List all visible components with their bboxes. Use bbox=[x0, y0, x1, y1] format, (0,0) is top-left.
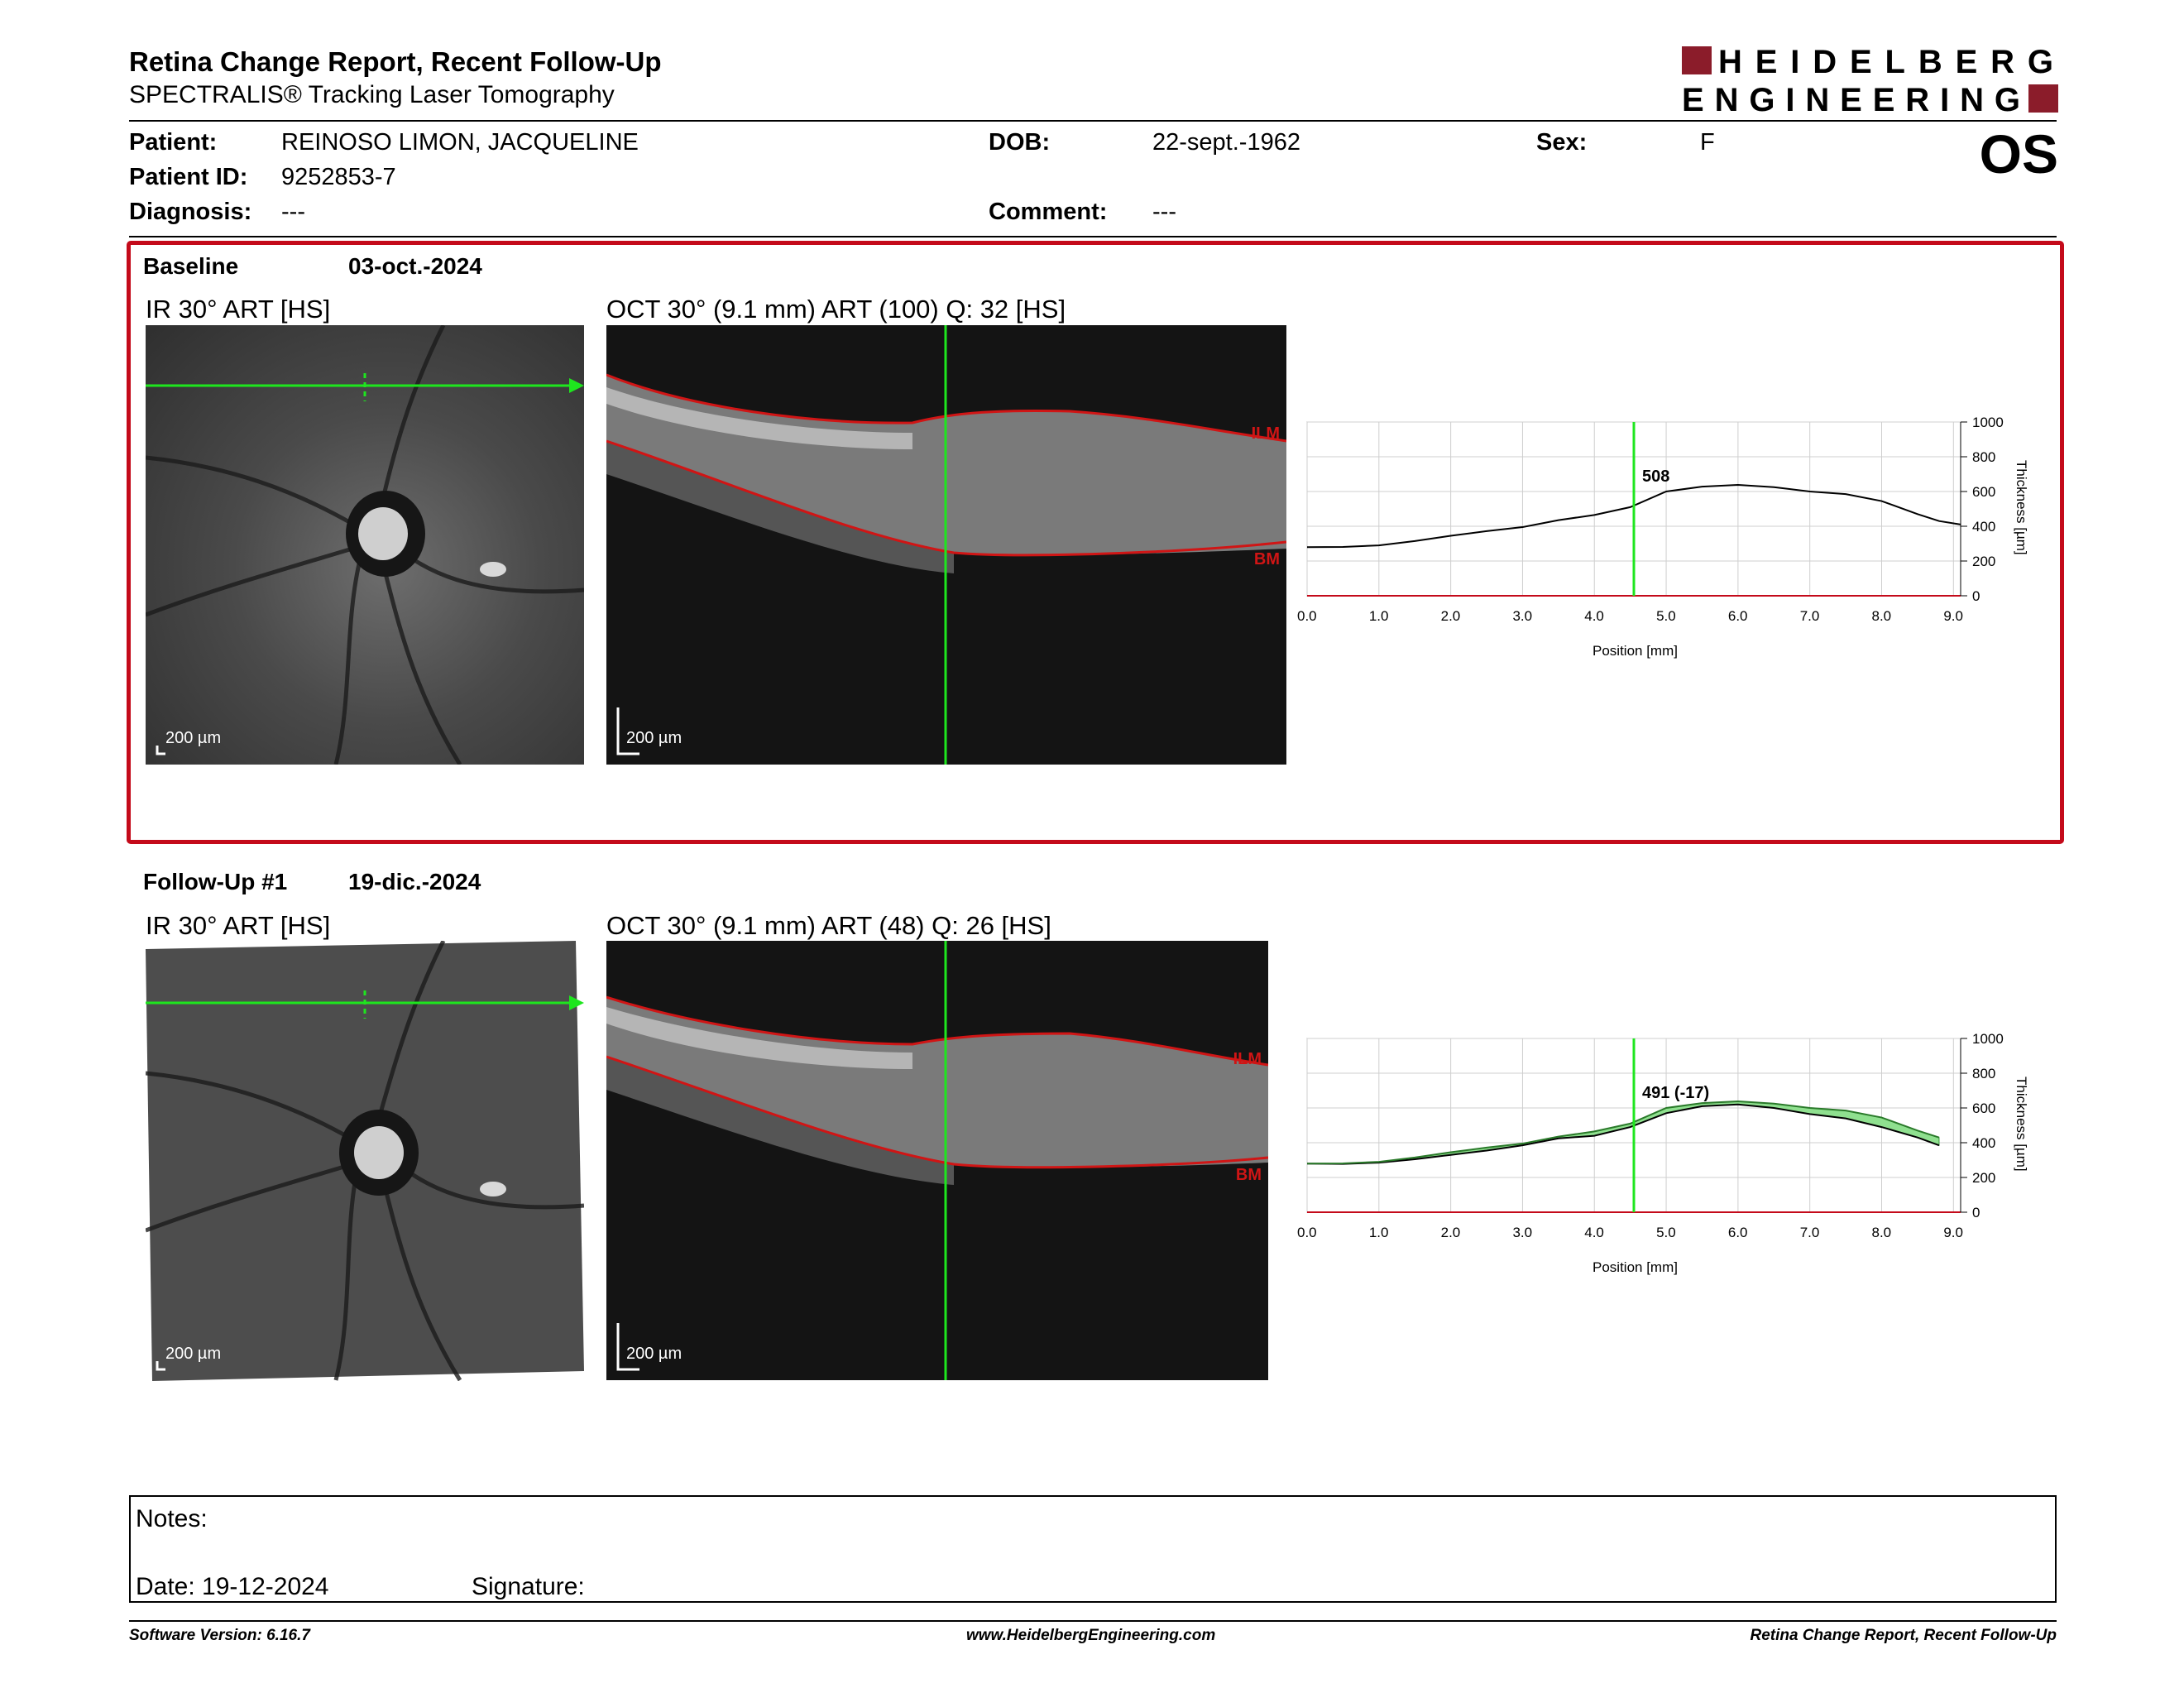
y-tick-label: 0 bbox=[1972, 588, 1980, 604]
thickness-series-line bbox=[1306, 484, 1961, 549]
x-tick-label: 5.0 bbox=[1656, 1225, 1676, 1240]
dob-label: DOB: bbox=[989, 129, 1051, 156]
baseline-oct-scale: 200 µm bbox=[626, 729, 682, 747]
x-tick-label: 4.0 bbox=[1584, 1225, 1604, 1240]
x-tick-label: 2.0 bbox=[1441, 1225, 1461, 1240]
logo-graphic: HEIDELBERG ENGINEERING bbox=[1682, 44, 2058, 118]
x-tick-label: 2.0 bbox=[1441, 608, 1461, 624]
diagnosis-label: Diagnosis: bbox=[129, 199, 252, 225]
baseline-section bbox=[127, 241, 2064, 844]
x-tick-label: 6.0 bbox=[1728, 1225, 1748, 1240]
x-tick-label: 7.0 bbox=[1800, 608, 1820, 624]
x-tick-label: 5.0 bbox=[1656, 608, 1676, 624]
followup-ilm-label: ILM bbox=[1233, 1050, 1262, 1068]
notes-label: Notes: bbox=[136, 1505, 208, 1532]
baseline-date: 03-oct.-2024 bbox=[348, 253, 482, 279]
followup-ir-label: IR 30° ART [HS] bbox=[146, 911, 331, 940]
comment-value: --- bbox=[1152, 199, 1176, 225]
patient-rule bbox=[129, 236, 2057, 237]
x-tick-label: 3.0 bbox=[1512, 608, 1532, 624]
baseline-oct-label: OCT 30° (9.1 mm) ART (100) Q: 32 [HS] bbox=[606, 295, 1066, 324]
thickness-series-line bbox=[1306, 1101, 1940, 1165]
svg-text:ENGINEERING: ENGINEERING bbox=[1682, 82, 2023, 116]
x-tick-label: 3.0 bbox=[1512, 1225, 1532, 1240]
x-tick-label: 7.0 bbox=[1800, 1225, 1820, 1240]
footer-website: www.HeidelbergEngineering.com bbox=[966, 1627, 1216, 1644]
heidelberg-logo: HEIDELBERG ENGINEERING bbox=[1682, 44, 2058, 118]
baseline-label: Baseline bbox=[143, 253, 239, 279]
notes-date: Date: 19-12-2024 bbox=[136, 1573, 329, 1600]
followup-date: 19-dic.-2024 bbox=[348, 869, 481, 894]
x-tick-label: 8.0 bbox=[1872, 1225, 1892, 1240]
y-tick-label: 400 bbox=[1972, 519, 1995, 535]
baseline-thickness-chart: 0 200 400 600 800 1000 0.0 1.0 2.0 3.0 4.0 5.0 6.0 7.… bbox=[1297, 415, 2029, 659]
baseline-oct-scan bbox=[606, 325, 1286, 765]
sex-label: Sex: bbox=[1536, 129, 1588, 156]
y-axis-label: Thickness [µm] bbox=[2014, 1077, 2029, 1172]
comment-label: Comment: bbox=[989, 199, 1108, 225]
cursor-value-label: 508 bbox=[1642, 468, 1669, 486]
report-title: Retina Change Report, Recent Follow-Up bbox=[129, 46, 662, 77]
followup-oct-scan bbox=[606, 941, 1286, 1380]
baseline-bm-label: BM bbox=[1253, 550, 1280, 568]
y-tick-label: 600 bbox=[1972, 1101, 1995, 1116]
footer-rule bbox=[129, 1620, 2057, 1622]
svg-text:HEIDELBERG: HEIDELBERG bbox=[1718, 45, 2056, 80]
patient-label: Patient: bbox=[129, 129, 218, 156]
y-axis-label: Thickness [µm] bbox=[2014, 460, 2029, 555]
thickness-series-line bbox=[1306, 1103, 1940, 1165]
x-tick-label: 9.0 bbox=[1943, 608, 1963, 624]
followup-fundus bbox=[146, 941, 584, 1381]
patient-id: 9252853-7 bbox=[281, 164, 396, 190]
y-tick-label: 600 bbox=[1972, 484, 1995, 500]
patient-name: REINOSO LIMON, JACQUELINE bbox=[281, 129, 639, 156]
x-tick-label: 1.0 bbox=[1369, 608, 1389, 624]
followup-oct-image: ILM BM 200 µm bbox=[606, 941, 1286, 1380]
x-tick-label: 9.0 bbox=[1943, 1225, 1963, 1240]
y-tick-label: 0 bbox=[1972, 1205, 1980, 1220]
eye-indicator: OS bbox=[1979, 123, 2058, 185]
followup-ir-image: 200 µm bbox=[146, 941, 584, 1381]
followup-bm-label: BM bbox=[1235, 1166, 1262, 1184]
followup-ir-scale: 200 µm bbox=[165, 1345, 222, 1363]
baseline-ir-label: IR 30° ART [HS] bbox=[146, 295, 331, 324]
y-tick-label: 1000 bbox=[1972, 415, 2004, 430]
header-rule bbox=[129, 120, 2057, 122]
signature-label: Signature: bbox=[472, 1573, 585, 1600]
notes-box: Notes: Date: 19-12-2024 Signature: bbox=[129, 1495, 2057, 1603]
x-tick-label: 1.0 bbox=[1369, 1225, 1389, 1240]
baseline-ir-scale: 200 µm bbox=[165, 729, 222, 747]
sex-value: F bbox=[1700, 129, 1715, 156]
y-tick-label: 200 bbox=[1972, 554, 1995, 569]
x-axis-label: Position [mm] bbox=[1592, 1259, 1678, 1275]
x-tick-label: 0.0 bbox=[1297, 1225, 1317, 1240]
x-tick-label: 4.0 bbox=[1584, 608, 1604, 624]
x-tick-label: 8.0 bbox=[1872, 608, 1892, 624]
followup-oct-label: OCT 30° (9.1 mm) ART (48) Q: 26 [HS] bbox=[606, 911, 1051, 940]
report-subtitle: SPECTRALIS® Tracking Laser Tomography bbox=[129, 81, 615, 108]
footer-report-name: Retina Change Report, Recent Follow-Up bbox=[1750, 1627, 2057, 1644]
x-tick-label: 0.0 bbox=[1297, 608, 1317, 624]
y-tick-label: 200 bbox=[1972, 1170, 1995, 1186]
x-axis-label: Position [mm] bbox=[1592, 643, 1678, 659]
y-tick-label: 800 bbox=[1972, 1066, 1995, 1081]
followup-thickness-chart: 0 200 400 600 800 1000 0.0 1.0 2.0 3.0 4.0 5.0 6.0 7.… bbox=[1297, 1031, 2029, 1275]
patient-id-label: Patient ID: bbox=[129, 164, 248, 190]
y-tick-label: 800 bbox=[1972, 449, 1995, 465]
x-tick-label: 6.0 bbox=[1728, 608, 1748, 624]
cursor-value-label: 491 (-17) bbox=[1642, 1084, 1709, 1102]
baseline-fundus bbox=[146, 325, 584, 765]
baseline-oct-image: ILM BM 200 µm bbox=[606, 325, 1286, 765]
y-tick-label: 400 bbox=[1972, 1135, 1995, 1151]
footer-software-version: Software Version: 6.16.7 bbox=[129, 1627, 310, 1644]
followup-label: Follow-Up #1 bbox=[143, 869, 288, 894]
baseline-ir-image: 200 µm bbox=[146, 325, 584, 765]
diagnosis-value: --- bbox=[281, 199, 305, 225]
baseline-ilm-label: ILM bbox=[1251, 424, 1280, 443]
followup-oct-scale: 200 µm bbox=[626, 1345, 682, 1363]
dob-value: 22-sept.-1962 bbox=[1152, 129, 1300, 156]
y-tick-label: 1000 bbox=[1972, 1031, 2004, 1047]
